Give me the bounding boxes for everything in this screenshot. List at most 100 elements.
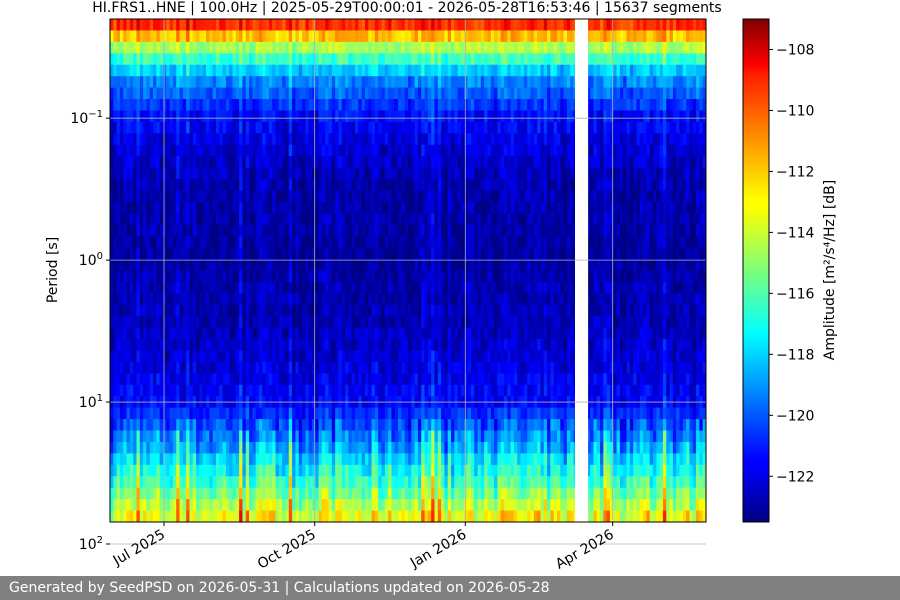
heatmap-cell — [288, 327, 293, 340]
heatmap-cell — [447, 281, 452, 294]
heatmap-cell — [441, 213, 446, 226]
heatmap-cell — [153, 430, 157, 443]
heatmap-cell — [133, 121, 138, 134]
heatmap-cell — [229, 327, 234, 340]
heatmap-cell — [427, 213, 432, 226]
heatmap-cell — [252, 76, 257, 89]
heatmap-cell — [162, 179, 167, 192]
heatmap-cell — [401, 407, 406, 420]
heatmap-cell — [292, 167, 297, 180]
heatmap-cell — [484, 190, 489, 203]
heatmap-cell — [414, 213, 419, 226]
heatmap-cell — [371, 419, 376, 432]
heatmap-cell — [421, 236, 426, 249]
heatmap-cell — [315, 133, 320, 146]
heatmap-cell — [311, 121, 316, 134]
heatmap-cell — [401, 167, 406, 180]
heatmap-cell — [129, 373, 134, 386]
heatmap-cell — [311, 179, 316, 192]
heatmap-cell — [374, 190, 379, 203]
heatmap-cell — [417, 247, 422, 260]
heatmap-cell — [113, 64, 118, 77]
heatmap-cell — [133, 190, 138, 203]
heatmap-cell — [110, 441, 114, 455]
heatmap-cell — [272, 110, 277, 123]
heatmap-cell — [255, 213, 260, 226]
heatmap-cell — [275, 224, 280, 237]
heatmap-cell — [192, 179, 197, 192]
heatmap-cell — [460, 76, 465, 89]
heatmap-cell — [325, 510, 330, 522]
heatmap-cell — [282, 133, 287, 146]
heatmap-cell — [245, 110, 250, 123]
heatmap-cell — [474, 156, 479, 169]
heatmap-cell — [282, 464, 287, 477]
heatmap-cell — [391, 339, 396, 352]
heatmap-cell — [464, 179, 469, 192]
heatmap-cell — [480, 87, 485, 100]
heatmap-cell — [282, 179, 287, 192]
heatmap-cell — [143, 430, 148, 443]
heatmap-cell — [355, 441, 359, 455]
heatmap-cell — [361, 133, 366, 146]
heatmap-cell — [411, 247, 416, 260]
heatmap-cell — [464, 247, 469, 260]
heatmap-cell — [225, 304, 230, 317]
heatmap-cell — [464, 259, 469, 272]
heatmap-cell — [119, 453, 124, 466]
heatmap-cell — [411, 76, 416, 89]
heatmap-cell — [404, 476, 409, 489]
heatmap-cell — [451, 144, 455, 157]
heatmap-cell — [441, 464, 446, 477]
heatmap-cell — [136, 510, 141, 522]
heatmap-cell — [401, 327, 406, 340]
heatmap-cell — [123, 407, 128, 420]
heatmap-cell — [441, 281, 446, 294]
heatmap-cell — [262, 304, 267, 317]
heatmap-cell — [348, 407, 353, 420]
heatmap-cell — [358, 224, 363, 237]
heatmap-cell — [388, 327, 393, 340]
heatmap-cell — [149, 419, 154, 432]
heatmap-cell — [308, 350, 313, 363]
heatmap-cell — [298, 304, 303, 317]
heatmap-cell — [328, 384, 333, 397]
heatmap-cell — [153, 167, 157, 180]
heatmap-cell — [172, 121, 177, 134]
heatmap-cell — [202, 407, 207, 420]
heatmap-cell — [265, 236, 270, 249]
heatmap-cell — [364, 41, 369, 54]
heatmap-cell — [265, 487, 270, 500]
heatmap-cell — [272, 247, 277, 260]
heatmap-cell — [275, 110, 280, 123]
heatmap-cell — [186, 41, 191, 54]
heatmap-cell — [222, 464, 227, 477]
heatmap-cell — [414, 224, 419, 237]
heatmap-cell — [474, 133, 479, 146]
heatmap-cell — [249, 179, 253, 192]
heatmap-cell — [235, 224, 240, 237]
heatmap-cell — [206, 270, 210, 283]
heatmap-cell — [153, 19, 157, 32]
heatmap-cell — [116, 510, 121, 522]
heatmap-cell — [305, 213, 310, 226]
heatmap-cell — [384, 76, 389, 89]
heatmap-cell — [129, 224, 134, 237]
heatmap-cell — [295, 213, 300, 226]
heatmap-cell — [437, 247, 442, 260]
heatmap-cell — [113, 179, 118, 192]
heatmap-cell — [129, 133, 134, 146]
heatmap-cell — [252, 247, 257, 260]
heatmap-cell — [235, 179, 240, 192]
heatmap-cell — [427, 499, 432, 512]
heatmap-cell — [232, 167, 237, 180]
heatmap-cell — [239, 236, 244, 249]
heatmap-cell — [454, 121, 459, 134]
heatmap-cell — [176, 270, 181, 283]
heatmap-cell — [116, 464, 121, 477]
heatmap-cell — [427, 510, 432, 522]
heatmap-cell — [110, 373, 114, 386]
heatmap-cell — [298, 110, 303, 123]
heatmap-cell — [398, 121, 402, 134]
heatmap-cell — [149, 441, 154, 455]
